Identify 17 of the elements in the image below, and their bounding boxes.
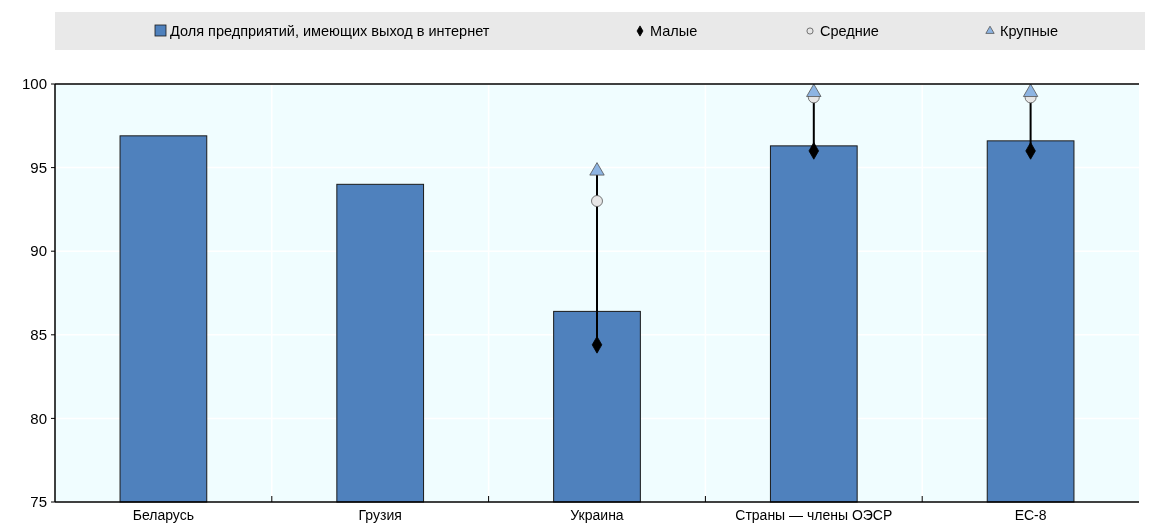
y-tick-label: 90 [30, 242, 47, 260]
legend-label: Малые [650, 23, 698, 40]
y-tick-label: 85 [30, 326, 47, 344]
point [591, 195, 603, 207]
x-tick-label: ЕС-8 [1014, 507, 1047, 523]
y-tick-label: 80 [30, 409, 47, 427]
y-tick-label: 95 [30, 158, 47, 176]
x-tick-label: Страны — члены ОЭСР [735, 507, 893, 523]
x-tick-label: Грузия [358, 507, 402, 523]
y-tick-label: 75 [30, 493, 47, 511]
x-tick-label: Украина [570, 507, 624, 523]
point [589, 162, 605, 176]
legend-label: Крупные [1000, 23, 1058, 40]
legend-label: Доля предприятий, имеющих выход в интернет [170, 23, 490, 40]
legend-label: Средние [820, 23, 879, 40]
x-tick-label: Беларусь [132, 507, 195, 523]
y-tick-label: 100 [21, 75, 47, 93]
